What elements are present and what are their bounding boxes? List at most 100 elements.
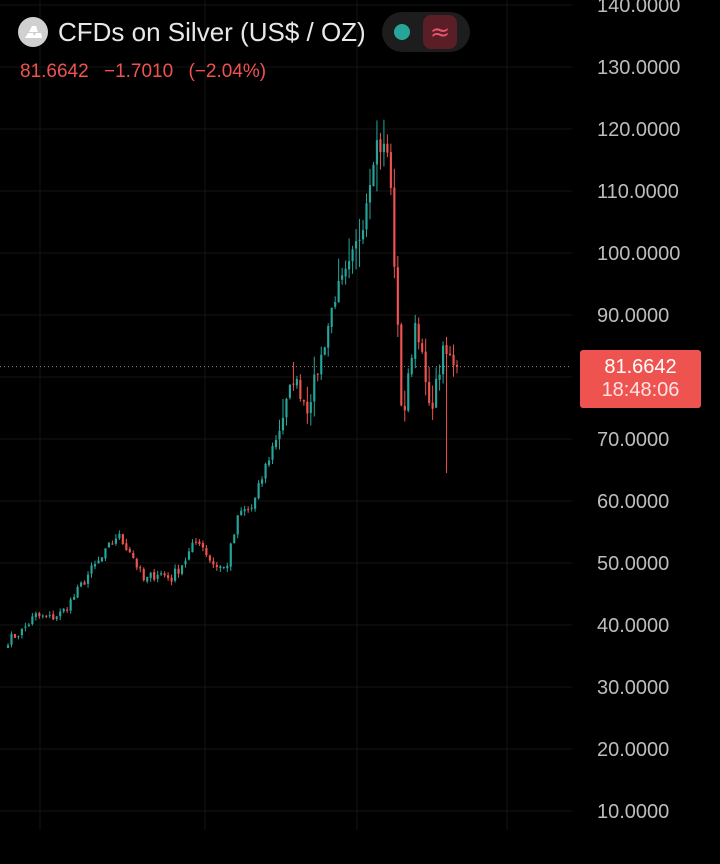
candle-body	[132, 553, 135, 558]
current-price-tag[interactable]: 81.6642 18:48:06	[580, 350, 701, 408]
candle	[100, 556, 104, 562]
candle	[163, 571, 166, 578]
candle	[323, 346, 326, 356]
candle	[306, 386, 309, 424]
candle	[27, 623, 30, 627]
candle	[236, 515, 239, 539]
candle-body	[38, 613, 41, 617]
candle	[222, 566, 225, 570]
candle-body	[368, 184, 372, 203]
candle	[187, 547, 191, 561]
status-pill[interactable]: ≈	[381, 12, 470, 52]
candle-body	[104, 548, 107, 559]
candle	[34, 611, 37, 621]
candle-body	[100, 557, 104, 562]
candle-body	[271, 446, 274, 460]
candle	[17, 635, 20, 640]
symbol-title[interactable]: CFDs on Silver (US$ / OZ)	[58, 16, 366, 47]
candle-body	[111, 543, 114, 545]
candle-body	[334, 302, 337, 307]
last-price: 81.6642	[20, 61, 89, 82]
candle-body	[212, 561, 215, 565]
candle	[69, 597, 72, 614]
candle	[417, 317, 420, 350]
candle	[114, 534, 117, 546]
candle	[313, 356, 316, 417]
candle	[135, 557, 138, 571]
candle	[448, 345, 452, 356]
candle	[139, 565, 142, 573]
y-tick-label: 120.0000	[597, 119, 680, 141]
candle	[337, 258, 340, 303]
candle-body	[382, 143, 385, 153]
candle-body	[73, 596, 76, 600]
candle-body	[365, 203, 368, 230]
candle-body	[445, 344, 448, 354]
y-tick-label: 90.0000	[597, 305, 669, 327]
candle	[142, 567, 145, 582]
candle	[414, 314, 417, 369]
candle-body	[424, 351, 427, 382]
y-tick-label: 130.0000	[597, 57, 680, 79]
candle	[226, 562, 229, 573]
candle-body	[452, 354, 455, 366]
candle	[254, 497, 257, 512]
candle-body	[177, 568, 180, 574]
candle	[295, 375, 298, 389]
candle-body	[121, 534, 124, 544]
candle-body	[201, 543, 204, 548]
candle	[365, 193, 368, 237]
candle-body	[264, 463, 267, 479]
candle-body	[80, 582, 83, 587]
candle-body	[41, 615, 44, 617]
wave-icon[interactable]: ≈	[423, 15, 458, 49]
candle-body	[428, 381, 431, 403]
candle	[59, 608, 62, 621]
candle	[393, 168, 396, 279]
candle-body	[13, 634, 17, 638]
candle	[118, 530, 121, 541]
candle-body	[302, 400, 305, 402]
candle-layer	[6, 119, 459, 649]
candle-body	[187, 551, 191, 560]
candle	[389, 143, 392, 196]
candle	[278, 419, 281, 450]
candle	[455, 360, 459, 374]
candle	[351, 245, 354, 274]
candle-body	[233, 534, 236, 544]
candle-body	[222, 567, 225, 569]
candle-body	[229, 543, 232, 567]
y-tick-label: 70.0000	[597, 429, 669, 451]
candle	[341, 267, 344, 285]
candle	[149, 571, 152, 582]
candle-body	[34, 613, 37, 618]
grid-layer	[0, 0, 572, 830]
candle	[132, 550, 135, 559]
candle-body	[160, 573, 163, 575]
candle-body	[372, 164, 375, 187]
candle-body	[184, 560, 187, 565]
candle	[66, 607, 69, 613]
candle-body	[59, 611, 62, 617]
candle	[407, 368, 410, 413]
candle-body	[247, 509, 250, 511]
candle	[31, 612, 34, 626]
candle	[382, 119, 385, 167]
candle-body	[153, 572, 156, 580]
candle-body	[236, 515, 239, 535]
candle-body	[208, 555, 211, 561]
candle	[400, 322, 403, 407]
current-price-label: 81.6642	[604, 356, 677, 378]
candle	[45, 614, 48, 619]
candle	[292, 361, 295, 391]
candle-body	[389, 152, 392, 188]
candle	[83, 580, 86, 585]
candle	[233, 533, 236, 544]
candle	[285, 397, 288, 426]
candle	[194, 538, 198, 545]
candle	[302, 399, 305, 406]
candle	[421, 338, 424, 354]
candle	[10, 631, 13, 648]
